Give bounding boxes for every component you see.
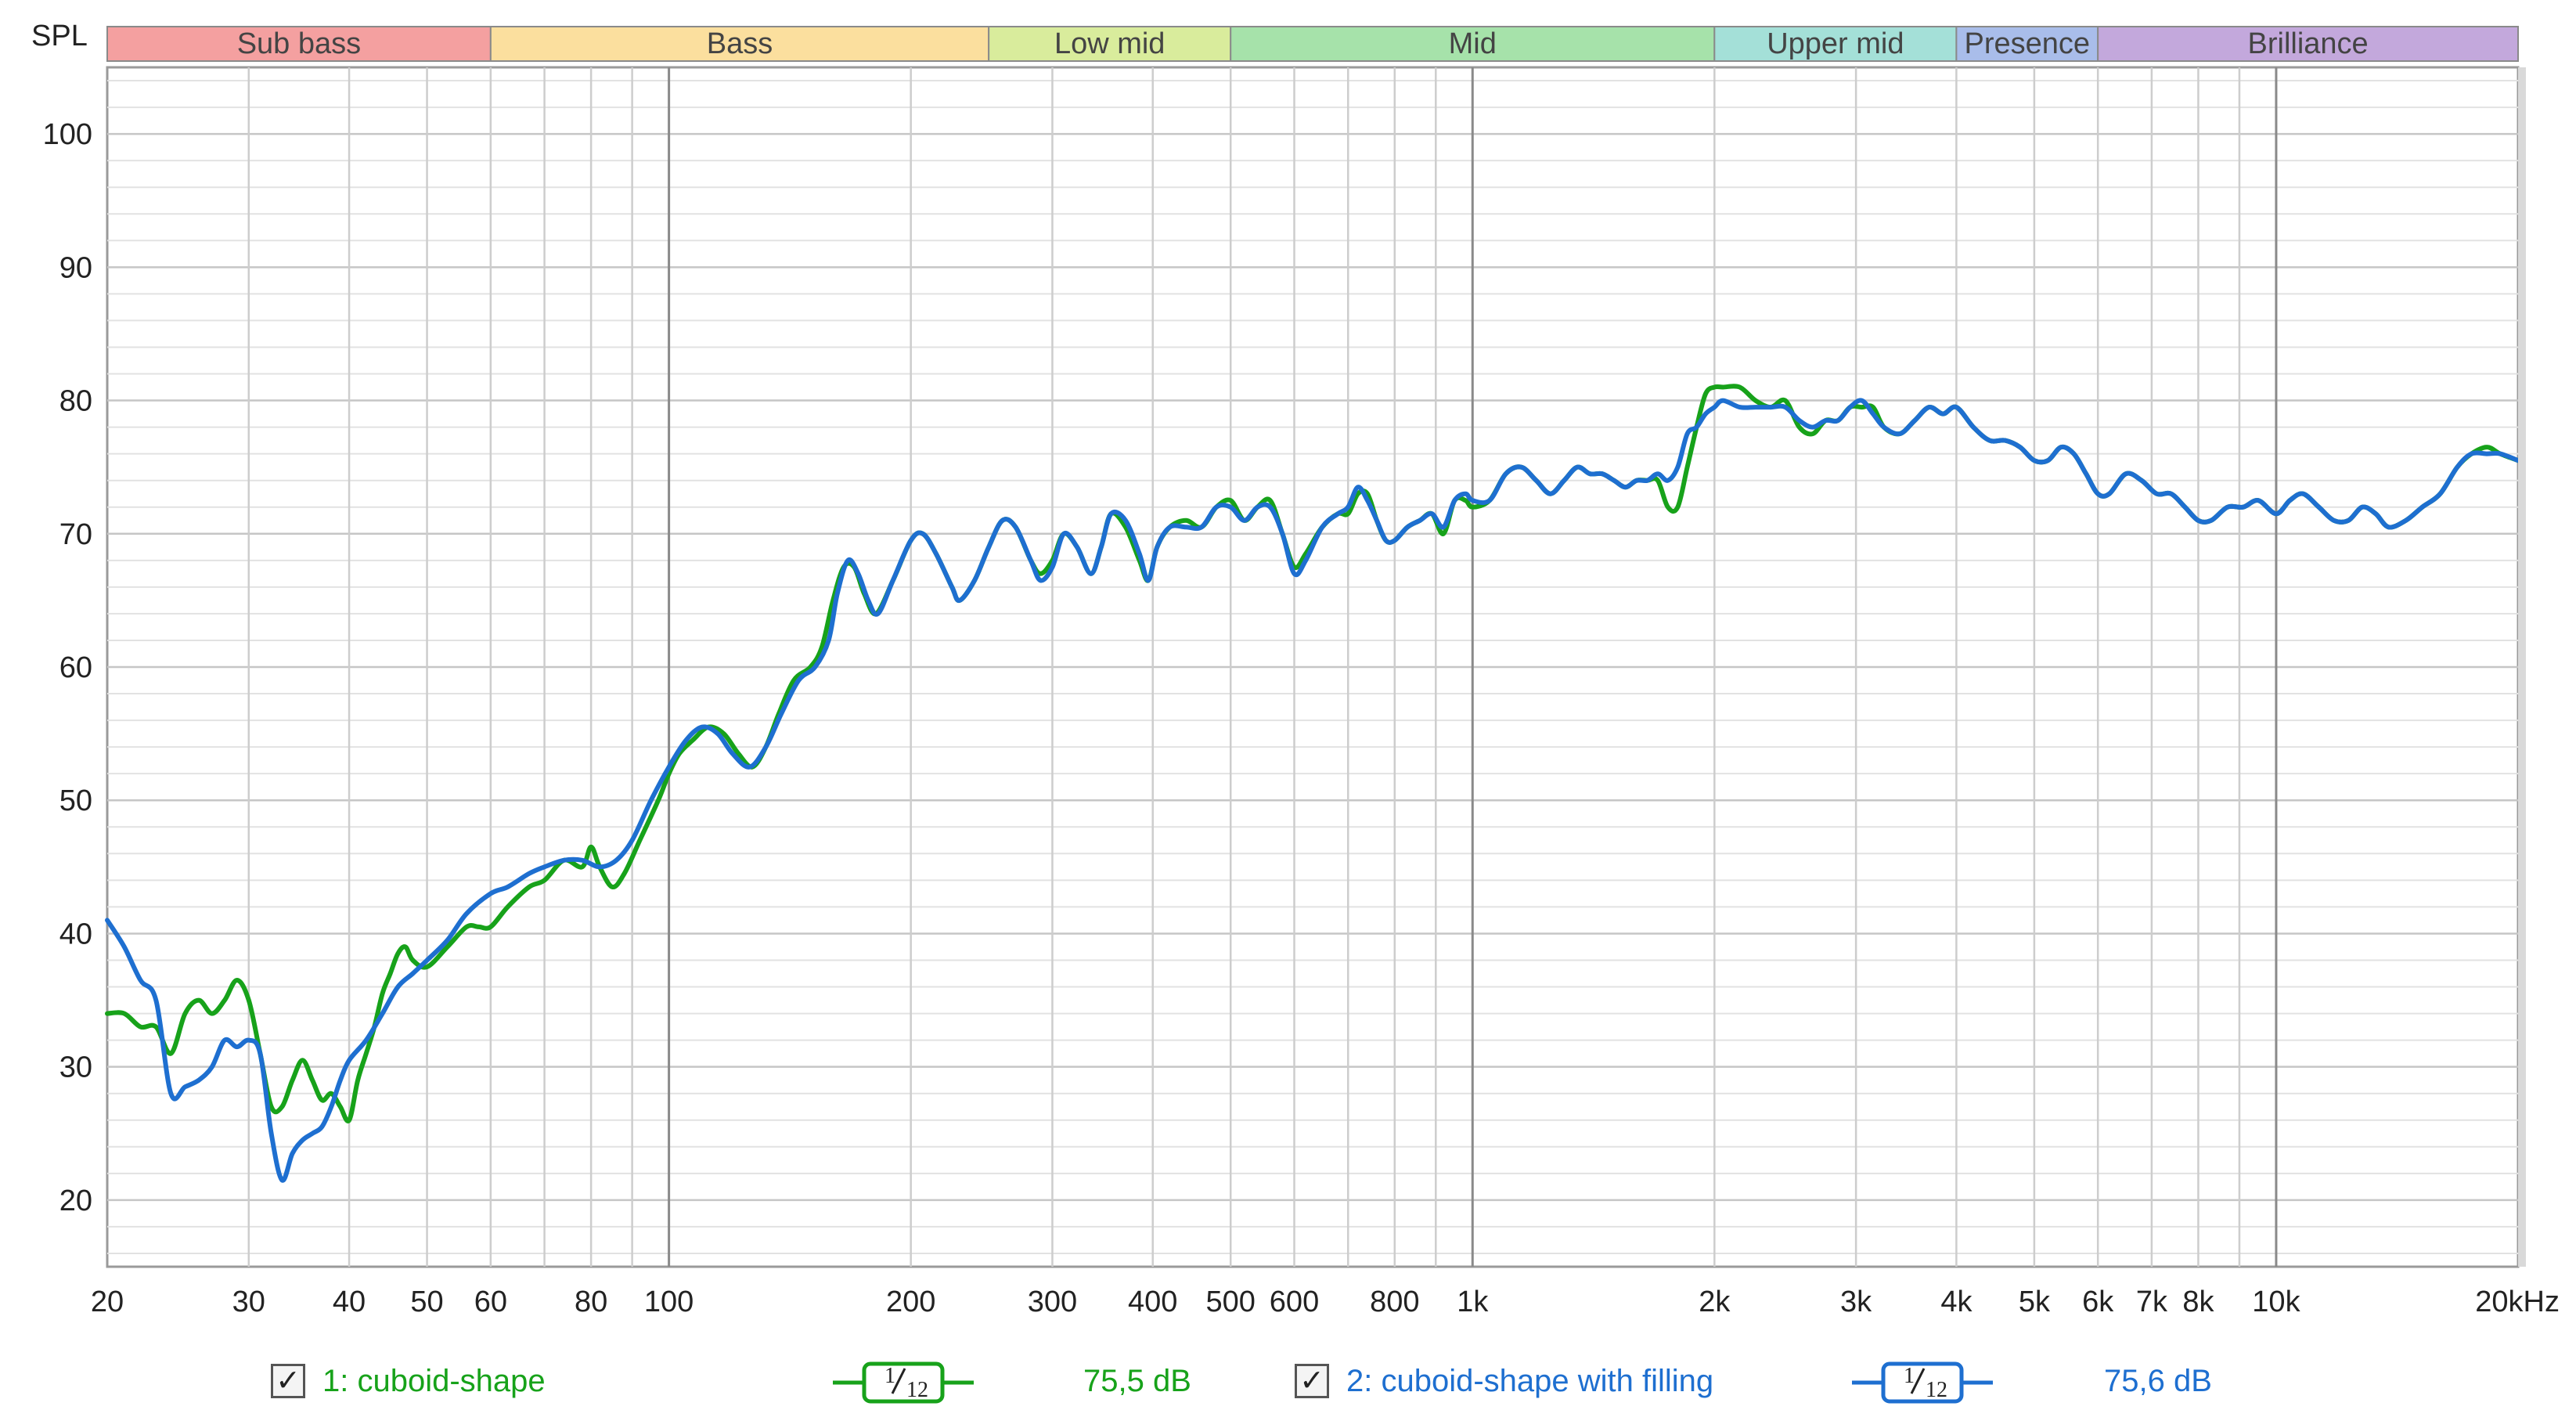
series-2-checkbox[interactable]: ✓ (1295, 1364, 1329, 1398)
band-bass (489, 26, 990, 62)
series-lines (105, 384, 2520, 1183)
band-label-brilliance: Brilliance (2248, 27, 2369, 60)
series-2-smoothing-icon[interactable]: 1 12 (1852, 1353, 1993, 1409)
band-label-sub-bass: Sub bass (237, 27, 361, 60)
y-tick-label: 50 (59, 784, 92, 817)
x-tick-label: 100 (644, 1286, 694, 1318)
y-tick-label: 70 (59, 518, 92, 551)
series-line-2 (105, 398, 2520, 1183)
legend-item-2: ✓ 2: cuboid-shape with filling (1295, 1350, 1713, 1412)
x-tick-label: 500 (1206, 1286, 1256, 1318)
series-1-checkbox[interactable]: ✓ (271, 1364, 305, 1398)
y-axis-label: SPL (31, 20, 88, 52)
y-tick-label: 100 (43, 118, 92, 151)
x-axis: 20 30 40 50 60 80 100 200 300 400 500 600 800 1k 2k 3k 4… (91, 1286, 2560, 1318)
band-label-mid: Mid (1449, 27, 1497, 60)
x-tick-label: 400 (1128, 1286, 1177, 1318)
x-tick-label: 8k (2182, 1286, 2214, 1318)
x-tick-label: 200 (886, 1286, 935, 1318)
series-1-level: 75,5 dB (1083, 1363, 1191, 1398)
band-low-mid (988, 26, 1232, 62)
x-tick-label: 5k (2019, 1286, 2051, 1318)
y-tick-label: 80 (59, 385, 92, 418)
y-tick-label: 90 (59, 251, 92, 284)
y-tick-label: 40 (59, 918, 92, 950)
band-brilliance (2097, 26, 2519, 62)
band-label-low-mid: Low mid (1054, 27, 1166, 60)
series-2-smoothing-den: 12 (1926, 1378, 1947, 1402)
band-label-bass: Bass (707, 27, 773, 60)
legend-item-1: ✓ 1: cuboid-shape (271, 1350, 546, 1412)
series-1-smoothing-icon[interactable]: 1 12 (833, 1353, 974, 1409)
x-tick-label: 40 (333, 1286, 366, 1318)
x-tick-label: 60 (474, 1286, 507, 1318)
band-label-presence: Presence (1965, 27, 2091, 60)
y-tick-label: 20 (59, 1185, 92, 1217)
band-presence (1955, 26, 2099, 62)
x-tick-label: 7k (2136, 1286, 2168, 1318)
x-tick-label: 50 (410, 1286, 443, 1318)
band-upper-mid (1713, 26, 1958, 62)
series-2-smoothing-num: 1 (1904, 1364, 1915, 1388)
plot-right-shadow (2518, 67, 2526, 1267)
grid (107, 67, 2518, 1267)
x-tick-label: 3k (1840, 1286, 1872, 1318)
series-2-label: 2: cuboid-shape with filling (1346, 1363, 1714, 1398)
band-label-upper-mid: Upper mid (1767, 27, 1904, 60)
x-tick-label: 6k (2082, 1286, 2114, 1318)
x-tick-label: 2k (1699, 1286, 1731, 1318)
x-tick-label: 10k (2252, 1286, 2300, 1318)
x-tick-label: 4k (1940, 1286, 1973, 1318)
x-tick-label: 20 (91, 1286, 124, 1318)
x-tick-label: 800 (1370, 1286, 1419, 1318)
series-1-smoothing-num: 1 (884, 1364, 895, 1388)
series-1-smoothing-den: 12 (906, 1378, 928, 1402)
frequency-band-bar: Sub bass Bass Low mid Mid Upper mid Presence B… (106, 26, 2519, 62)
series-2-level: 75,6 dB (2104, 1363, 2212, 1398)
x-tick-label: 600 (1270, 1286, 1319, 1318)
x-tick-label: 20kHz (2475, 1286, 2560, 1318)
y-axis: 20 30 40 50 60 70 80 90 100 (43, 118, 92, 1217)
series-1-label: 1: cuboid-shape (322, 1363, 546, 1398)
x-tick-label: 1k (1457, 1286, 1489, 1318)
x-tick-label: 80 (575, 1286, 607, 1318)
x-tick-label: 300 (1028, 1286, 1077, 1318)
y-tick-label: 60 (59, 651, 92, 684)
y-tick-label: 30 (59, 1051, 92, 1084)
band-sub-bass (106, 26, 492, 62)
x-tick-label: 30 (232, 1286, 265, 1318)
